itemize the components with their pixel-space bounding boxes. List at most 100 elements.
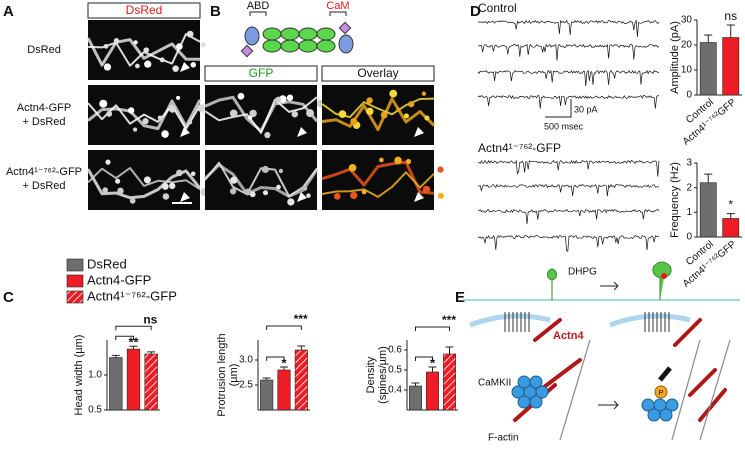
error-bar [411,382,420,386]
row-label: + DsRed [22,180,65,192]
y-axis-label: (µm) [228,364,240,387]
spine [176,169,183,177]
spine [133,40,138,45]
scale-bar [545,99,572,118]
spine [157,115,163,121]
row-label: Actn4¹⁻⁷⁶²-GFP [6,166,82,178]
spine [394,156,402,165]
trace-label: Control [478,1,517,15]
y-tick-label: 0.5 [388,365,402,376]
y-tick-label: 1 [686,207,692,218]
actinin-diagram [240,11,354,58]
spine [366,107,374,116]
y-tick-label: 3.0 [239,355,253,366]
micrograph [322,150,434,210]
diagram-label: DHPG [568,267,597,278]
sig-bracket [266,356,285,361]
spine [306,193,311,198]
spine [113,38,120,44]
error-bar [297,345,306,350]
y-axis-label: Head width (µm) [73,335,85,416]
spine [276,184,281,190]
sig-label: * [728,198,733,212]
bar [443,353,456,411]
y-tick-label: 20 [681,40,693,51]
spine [172,65,179,72]
spine [135,63,140,69]
row-label: Actn4-GFP [17,102,71,114]
spine [244,188,252,196]
diagram-label: F-actin [488,433,519,444]
current-trace [477,43,660,61]
error-bar [726,24,735,38]
error-bar [147,351,156,354]
spine [405,158,412,165]
sig-bracket [115,325,152,331]
y-tick-label: 2 [686,182,692,193]
sig-label: * [430,355,436,370]
sig-bracket [415,356,433,361]
y-tick-label: 0 [686,232,692,243]
spine [162,193,170,200]
dendrite [86,37,201,67]
current-trace [477,94,660,109]
y-axis-label: Frequency (Hz) [669,162,681,238]
error-bar [726,213,735,219]
bar [699,182,717,238]
panel-label: B [210,3,221,20]
dendrite [203,163,319,198]
bar [260,379,274,411]
bar [109,357,123,411]
panel-label: E [455,289,465,306]
error-bar [129,345,138,350]
spine [421,91,427,96]
header: GFP [249,66,274,80]
sig-bracket [115,335,134,341]
spine [229,109,238,118]
current-trace [477,183,660,197]
legend-swatch [66,274,84,288]
bar [722,218,740,238]
spine [144,60,152,68]
sig-label: ns [724,9,737,23]
spine [287,198,295,206]
spine [187,119,193,125]
error-bar [704,34,713,43]
spine [200,42,206,48]
spine [142,118,149,125]
header: DsRed [126,3,163,17]
bar [294,349,308,411]
current-trace [477,234,660,252]
panel-label: A [3,3,14,20]
spine [424,115,430,121]
y-tick-label: 10 [681,65,693,76]
spine [161,183,169,190]
arrowhead [180,192,190,202]
error-bar [704,173,713,183]
spine [333,193,341,200]
y-tick-label: 0 [686,90,692,101]
spine [230,176,238,184]
y-tick-label: 1.0 [88,370,102,381]
diagram-label: P [659,390,664,397]
current-trace [477,208,660,225]
sig-label: *** [442,313,456,327]
scale-label: 30 pA [574,104,598,114]
spine [366,97,373,104]
spine [190,171,196,177]
sig-label: * [281,355,287,370]
bar [426,371,439,411]
spine [168,182,176,190]
spine [437,192,444,199]
spine [380,111,388,119]
y-tick-label: 0.5 [88,405,102,416]
dendrite [204,96,318,134]
spine [143,47,150,54]
row-label: + DsRed [22,116,65,128]
spine [396,107,401,112]
spine [286,94,294,101]
spine [103,63,112,71]
spine [143,176,151,184]
spine [129,198,136,204]
